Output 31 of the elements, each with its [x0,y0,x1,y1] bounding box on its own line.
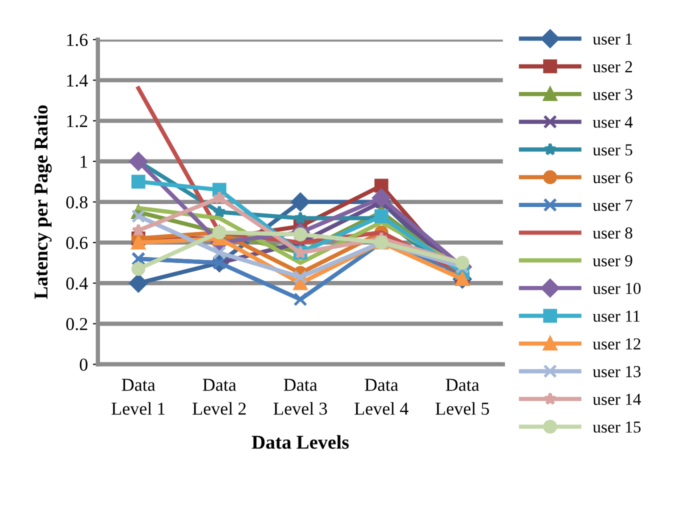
y-axis-title: Latency per Page Ratio [34,105,52,299]
y-tick-label: 1.2 [67,115,88,128]
x-tick-label: Data Level 2 [192,378,246,415]
legend-label: user 12 [592,338,640,350]
y-tick-label: 0.2 [66,318,88,330]
x-tick-label: Data Level 5 [436,378,489,415]
legend-label: user 6 [592,172,632,184]
y-tick-label: 0.8 [66,196,88,208]
x-tick-label: Data Level 1 [112,378,165,415]
legend-label: user 2 [592,61,632,72]
y-tick-label: 0.6 [66,236,88,250]
legend-label: user 7 [592,200,632,211]
y-tick-label: 0.4 [66,277,88,290]
x-tick-label: Data Level 3 [274,378,327,415]
legend-label: user 4 [592,116,633,128]
legend-label: user 11 [592,310,640,322]
legend-label: user 1 [592,33,632,45]
legend-label: user 14 [592,394,641,405]
legend-label: user 3 [592,88,632,100]
y-tick-label: 1.4 [67,74,88,87]
x-axis-title: Data Levels [252,435,349,449]
y-tick-label: 0 [80,358,88,371]
y-tick-label: 1.6 [67,34,88,46]
legend-label: user 15 [592,422,641,433]
y-tick-label: 1 [80,156,88,168]
legend-label: user 10 [592,282,641,294]
legend-label: user 13 [592,366,641,378]
legend-label: user 5 [592,144,632,156]
x-tick-label: Data Level 4 [354,378,408,415]
legend-label: user 8 [592,227,632,239]
legend-label: user 9 [592,255,632,266]
